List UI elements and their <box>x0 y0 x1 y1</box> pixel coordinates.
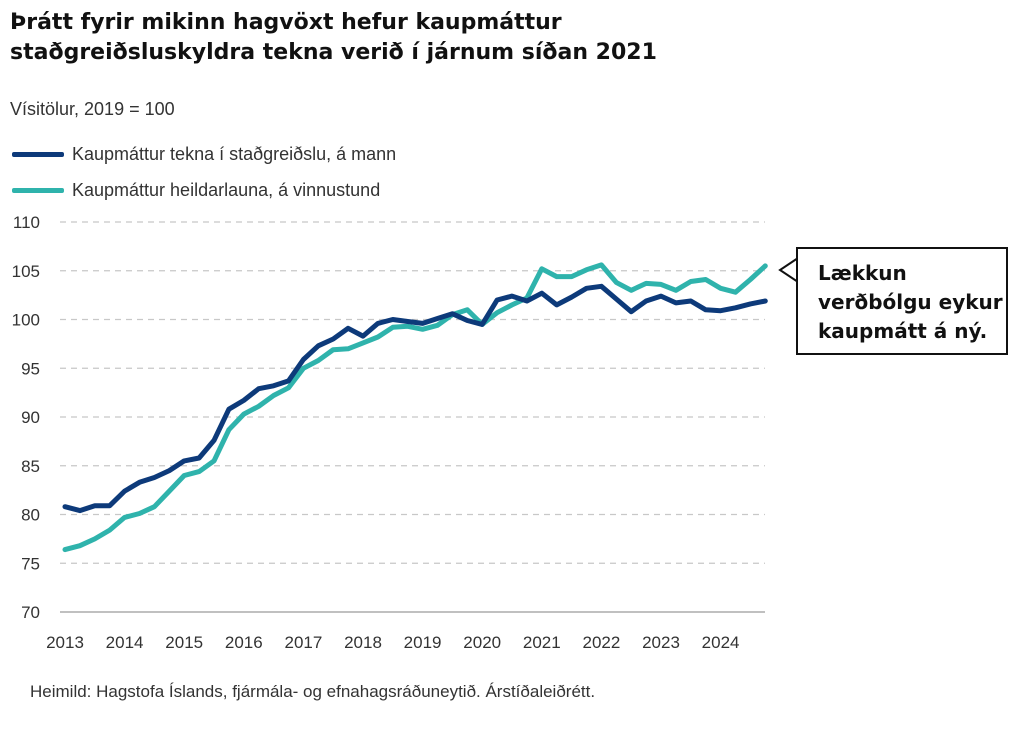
x-tick-label-2017: 2017 <box>284 633 322 652</box>
x-tick-label-2020: 2020 <box>463 633 501 652</box>
x-tick-label-2016: 2016 <box>225 633 263 652</box>
source-note: Heimild: Hagstofa Íslands, fjármála- og … <box>30 682 596 701</box>
y-tick-label-80: 80 <box>21 506 40 525</box>
x-tick-label-2022: 2022 <box>582 633 620 652</box>
legend: Kaupmáttur tekna í staðgreiðslu, á mann … <box>12 136 396 208</box>
y-tick-label-70: 70 <box>21 603 40 622</box>
x-tick-label-2021: 2021 <box>523 633 561 652</box>
chart-title: Þrátt fyrir mikinn hagvöxt hefur kaupmát… <box>10 10 657 65</box>
x-tick-label-2019: 2019 <box>404 633 442 652</box>
x-tick-label-2014: 2014 <box>106 633 144 652</box>
annotation-callout: Lækkun verðbólgu eykur kaupmátt á ný. <box>796 247 1008 355</box>
x-tick-label-2018: 2018 <box>344 633 382 652</box>
y-tick-label-75: 75 <box>21 554 40 573</box>
legend-swatch-wages <box>12 187 64 193</box>
x-tick-label-2023: 2023 <box>642 633 680 652</box>
legend-swatch-income <box>12 151 64 157</box>
y-tick-label-110: 110 <box>13 213 40 232</box>
legend-label-income: Kaupmáttur tekna í staðgreiðslu, á mann <box>72 143 397 164</box>
series-line-income <box>62 283 768 514</box>
x-tick-label-2013: 2013 <box>46 633 84 652</box>
chart-subtitle: Vísitölur, 2019 = 100 <box>10 99 175 119</box>
x-tick-label-2015: 2015 <box>165 633 203 652</box>
annotation-text: Lækkun verðbólgu eykur kaupmátt á ný. <box>818 261 1003 343</box>
y-tick-label-95: 95 <box>21 359 40 378</box>
y-tick-label-85: 85 <box>21 457 40 476</box>
y-tick-label-90: 90 <box>21 408 40 427</box>
y-tick-label-100: 100 <box>12 311 40 330</box>
legend-label-wages: Kaupmáttur heildarlauna, á vinnustund <box>72 179 381 200</box>
legend-item-income: Kaupmáttur tekna í staðgreiðslu, á mann <box>12 136 396 172</box>
x-tick-label-2024: 2024 <box>702 633 740 652</box>
y-tick-label-105: 105 <box>12 262 40 281</box>
legend-item-wages: Kaupmáttur heildarlauna, á vinnustund <box>12 172 396 208</box>
series-line-wages <box>62 262 768 553</box>
